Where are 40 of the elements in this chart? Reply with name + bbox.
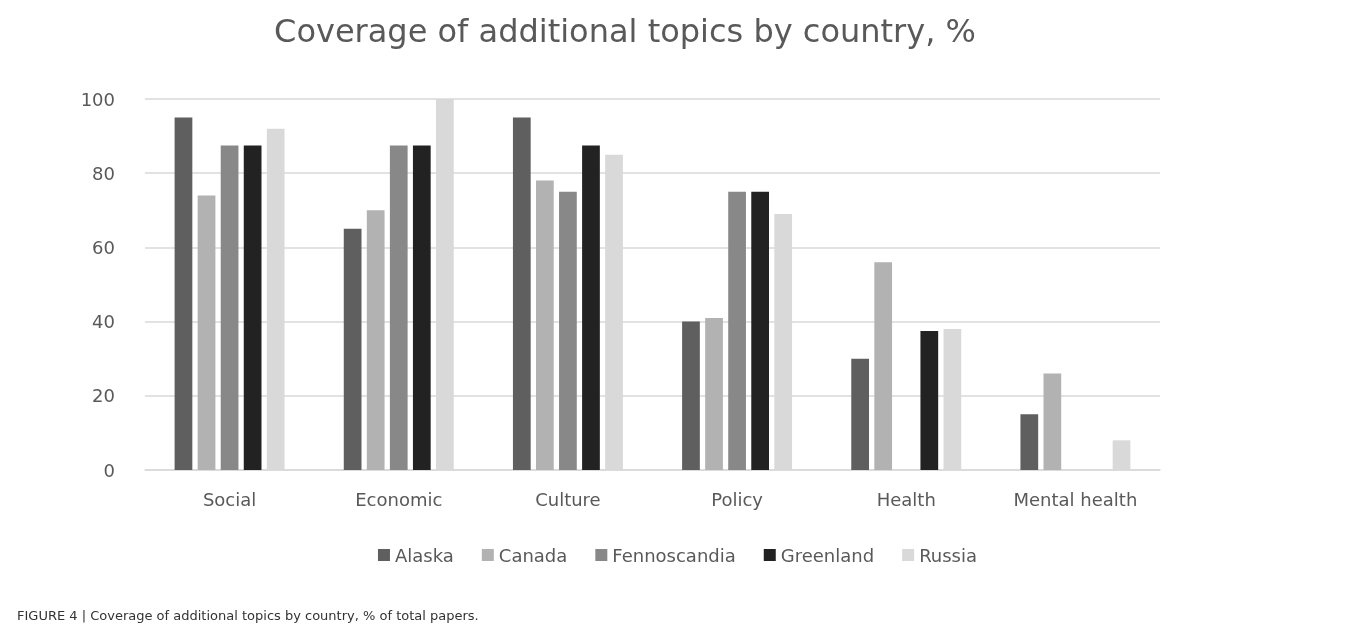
bar — [874, 262, 893, 470]
bar — [920, 330, 939, 470]
legend-label: Canada — [498, 544, 568, 566]
bar — [559, 191, 577, 470]
caption: FIGURE 4 | Coverage of additional topics by country, % of total papers. — [17, 608, 479, 623]
bar — [197, 195, 216, 470]
bar — [174, 117, 193, 470]
y-tick-label: 100 — [80, 88, 115, 110]
y-tick-label: 80 — [92, 162, 115, 184]
bar — [582, 145, 600, 470]
y-tick-label: 40 — [92, 311, 115, 333]
bar — [682, 321, 700, 470]
bar — [1043, 373, 1062, 470]
x-tick-label: Culture — [535, 488, 601, 510]
y-tick-label: 20 — [92, 385, 115, 407]
y-tick-label: 60 — [92, 236, 115, 258]
bar — [1020, 414, 1039, 470]
bar — [243, 145, 262, 470]
bar — [705, 317, 723, 470]
bar — [412, 145, 431, 470]
legend-label: Russia — [919, 544, 978, 566]
x-tick-label: Policy — [711, 488, 764, 510]
bar — [851, 358, 870, 470]
legend-label: Greenland — [780, 544, 875, 566]
legend-label: Alaska — [394, 544, 454, 566]
y-tick-label: 0 — [103, 459, 115, 481]
bar — [220, 145, 239, 470]
legend-label: Fennoscandia — [612, 544, 736, 566]
bar — [535, 180, 554, 470]
bar — [366, 210, 385, 470]
bar — [389, 145, 408, 470]
bar — [512, 117, 531, 470]
bar — [751, 191, 770, 470]
x-tick-label: Economic — [355, 488, 443, 510]
bar — [343, 228, 362, 470]
x-tick-label: Social — [202, 488, 257, 510]
chart-title: Coverage of additional topics by country, % — [274, 12, 976, 50]
x-tick-label: Health — [876, 488, 936, 510]
bar — [728, 191, 746, 470]
x-tick-label: Mental health — [1013, 488, 1138, 510]
